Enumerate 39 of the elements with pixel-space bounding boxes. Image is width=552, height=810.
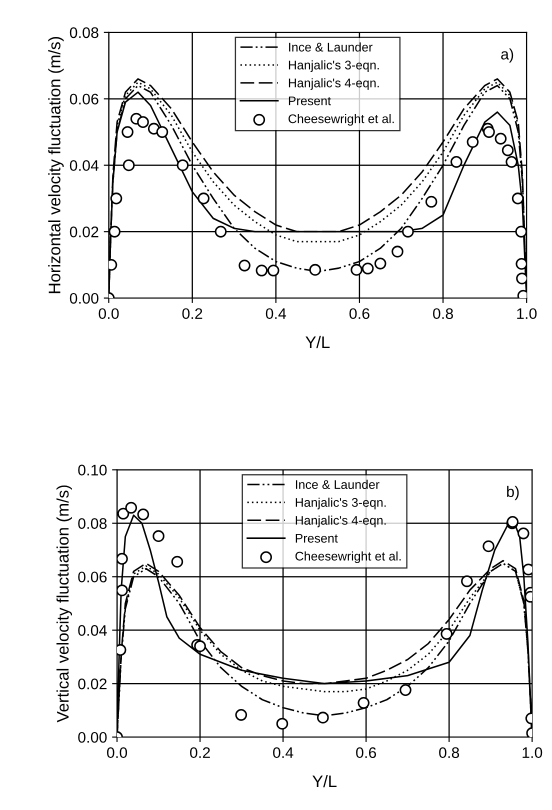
y-tick-label: 0.00	[70, 292, 98, 304]
y-tick-label: 0.10	[78, 464, 107, 476]
legend-label: Cheesewright et al.	[288, 114, 394, 126]
annotation: a)	[501, 48, 514, 63]
x-tick-label: 0.4	[266, 308, 286, 320]
x-tick-label: 0.6	[349, 308, 370, 320]
legend-label: Hanjalic's 3-eqn.	[288, 60, 379, 72]
x-tick-label: 0.2	[190, 747, 210, 758]
annotation: b)	[507, 486, 519, 500]
legend-label: Present	[288, 96, 331, 106]
y-tick-label: 0.04	[78, 625, 107, 636]
x-tick-label: 1.0	[522, 747, 542, 758]
legend-label: Hanjalic's 4-eqn.	[288, 78, 379, 90]
x-tick-label: 0.4	[273, 747, 294, 758]
legend-label: Cheesewright et al.	[295, 551, 401, 564]
legend-label: Present	[296, 534, 338, 543]
y-tick-label: 0.08	[78, 518, 107, 529]
y-tick-label: 0.06	[78, 572, 107, 582]
y-axis-title: Horizontal velocity fluctuation (m/s)	[48, 37, 64, 294]
x-tick-label: 0.0	[98, 308, 119, 320]
legend-label: Ince & Launder	[289, 42, 373, 52]
x-tick-label: 0.2	[182, 308, 202, 320]
y-tick-label: 0.00	[78, 732, 107, 743]
x-tick-label: 1.0	[517, 308, 537, 320]
x-tick-label: 0.0	[107, 747, 128, 758]
y-tick-label: 0.02	[70, 226, 98, 238]
x-tick-label: 0.8	[439, 747, 460, 758]
x-tick-label: 0.6	[356, 747, 376, 758]
legend-label: Hanjalic's 3-eqn.	[296, 498, 386, 510]
y-tick-label: 0.04	[70, 160, 99, 171]
y-tick-label: 0.08	[70, 27, 98, 38]
x-tick-label: 0.8	[433, 308, 453, 320]
legend-label: Hanjalic's 4-eqn.	[296, 516, 386, 528]
y-axis-title: Vertical velocity fluctuation (m/s)	[56, 485, 72, 722]
x-axis-title: Y/L	[312, 774, 337, 788]
x-axis-title: Y/L	[306, 336, 330, 348]
legend-label: Ince & Launder	[296, 480, 380, 489]
y-tick-label: 0.06	[70, 94, 98, 105]
y-tick-label: 0.02	[78, 678, 107, 690]
